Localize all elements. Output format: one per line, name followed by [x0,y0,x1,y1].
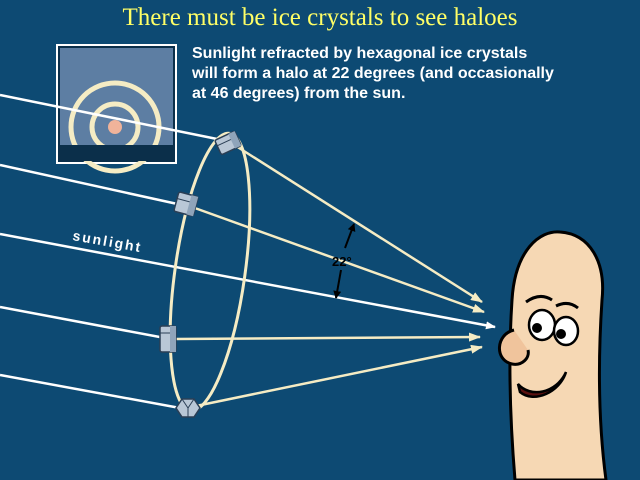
refracted-ray [235,144,483,304]
hexagonal-ice-crystal-icon [173,191,199,217]
halo-ring [168,131,252,413]
sunlight-ray [0,93,223,142]
hexagonal-ice-crystal-icon [214,131,242,155]
sunlight-label: sunlight [71,227,143,255]
hexagonal-ice-crystal-icon [159,325,177,353]
angle-indicator [333,223,356,299]
caption-line: Sunlight refracted by hexagonal ice crys… [192,45,528,62]
caption-line: will form a halo at 22 degrees (and occa… [192,65,554,82]
sunlight-rays [0,93,496,410]
sunlight-ray-center [0,232,496,330]
caption-line: at 46 degrees) from the sun. [192,85,406,102]
angle-label: 22° [332,254,352,269]
refracted-ray [195,344,483,408]
caption: Sunlight refracted by hexagonal ice crys… [192,44,632,104]
refracted-ray [174,332,481,342]
hexagonal-ice-crystal-icon [175,398,201,418]
halo-rings-inset-icon [56,44,177,174]
sunlight-ray [0,305,166,340]
sunlight-ray [0,163,183,207]
sunlight-ray [0,373,181,410]
page-title: There must be ice crystals to see haloes [122,4,518,31]
refracted-ray [191,205,485,314]
cartoon-face-icon [498,230,608,480]
refracted-rays [174,144,485,408]
